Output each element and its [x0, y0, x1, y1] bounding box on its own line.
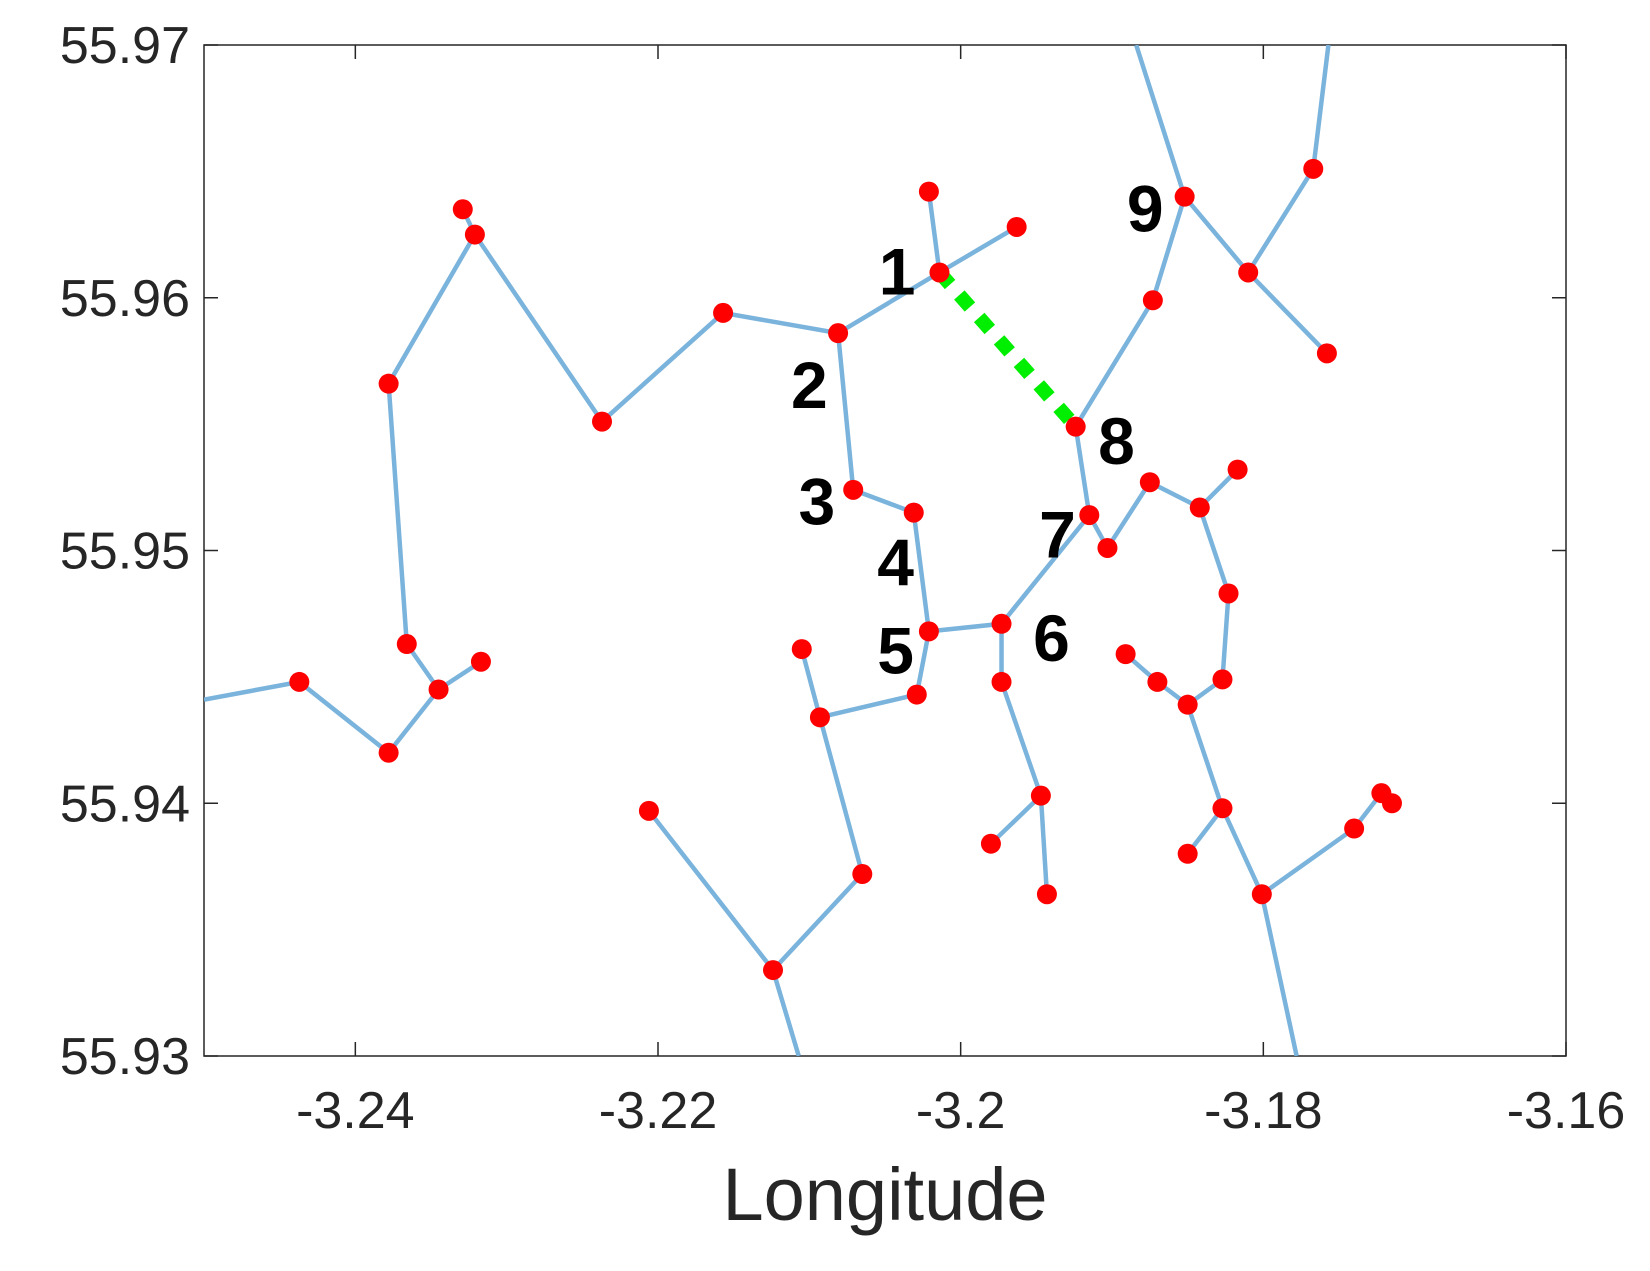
node: [828, 323, 849, 344]
x-tick-label: -3.2: [916, 1082, 1006, 1140]
node: [1030, 785, 1051, 806]
node: [1006, 216, 1027, 237]
node: [906, 684, 927, 705]
node: [980, 833, 1001, 854]
x-axis-label: Longitude: [722, 1153, 1047, 1236]
x-tick-label: -3.18: [1204, 1082, 1323, 1140]
edge-layer: [204, 45, 1394, 1056]
node: [396, 634, 417, 655]
node: [809, 707, 830, 728]
y-tick-label: 55.95: [60, 523, 190, 581]
node: [1227, 459, 1248, 480]
node: [1344, 818, 1365, 839]
node: [464, 224, 485, 245]
node: [1177, 843, 1198, 864]
x-tick-label: -3.16: [1507, 1082, 1626, 1140]
plot-frame: [203, 44, 1567, 1057]
y-tick-label: 55.93: [60, 1028, 190, 1086]
node-label: 2: [791, 348, 828, 422]
edge: [1259, 893, 1299, 1056]
node: [791, 639, 812, 660]
node: [1115, 644, 1136, 665]
node: [592, 411, 613, 432]
node: [991, 671, 1012, 692]
node: [1212, 669, 1233, 690]
edge: [926, 191, 942, 273]
edge: [1246, 270, 1329, 355]
edge: [989, 623, 1044, 846]
node: [452, 199, 473, 220]
node-label: 8: [1098, 404, 1135, 478]
edge: [770, 969, 801, 1056]
node: [1316, 343, 1337, 364]
node: [843, 479, 864, 500]
node: [638, 800, 659, 821]
node: [289, 671, 310, 692]
node: [1147, 671, 1168, 692]
node-label: 6: [1033, 601, 1070, 675]
node: [1177, 694, 1198, 715]
edge: [647, 716, 865, 974]
node: [852, 864, 873, 885]
node-label: 7: [1039, 497, 1076, 571]
node-label: 4: [877, 525, 914, 599]
node: [378, 373, 399, 394]
node: [1189, 497, 1210, 518]
node: [1303, 158, 1324, 179]
node-label: 5: [877, 614, 914, 688]
node: [763, 960, 784, 981]
node-label: 3: [799, 464, 836, 538]
node: [991, 613, 1012, 634]
node: [1218, 583, 1239, 604]
edge: [1038, 795, 1050, 895]
node-label: 9: [1127, 171, 1164, 245]
x-tick-label: -3.24: [296, 1082, 415, 1140]
y-tick-label: 55.96: [60, 270, 190, 328]
edge: [1182, 45, 1331, 277]
node: [713, 302, 734, 323]
node: [903, 502, 924, 523]
y-tick-label: 55.94: [60, 775, 190, 833]
node: [1142, 290, 1163, 311]
node: [918, 621, 939, 642]
node: [1097, 537, 1118, 558]
node: [1036, 884, 1057, 905]
node: [1174, 186, 1195, 207]
y-tick-label: 55.97: [60, 17, 190, 75]
node: [470, 651, 491, 672]
node: [929, 262, 950, 283]
node: [1139, 472, 1160, 493]
node: [1212, 798, 1233, 819]
node: [918, 181, 939, 202]
node: [378, 742, 399, 763]
x-tick-label: -3.22: [599, 1082, 718, 1140]
node: [1381, 793, 1402, 814]
node: [1065, 416, 1086, 437]
node: [428, 679, 449, 700]
node: [1079, 505, 1100, 526]
node-label: 1: [879, 234, 916, 308]
node: [1238, 262, 1259, 283]
highlight-link: [934, 267, 1081, 432]
node: [1251, 884, 1272, 905]
